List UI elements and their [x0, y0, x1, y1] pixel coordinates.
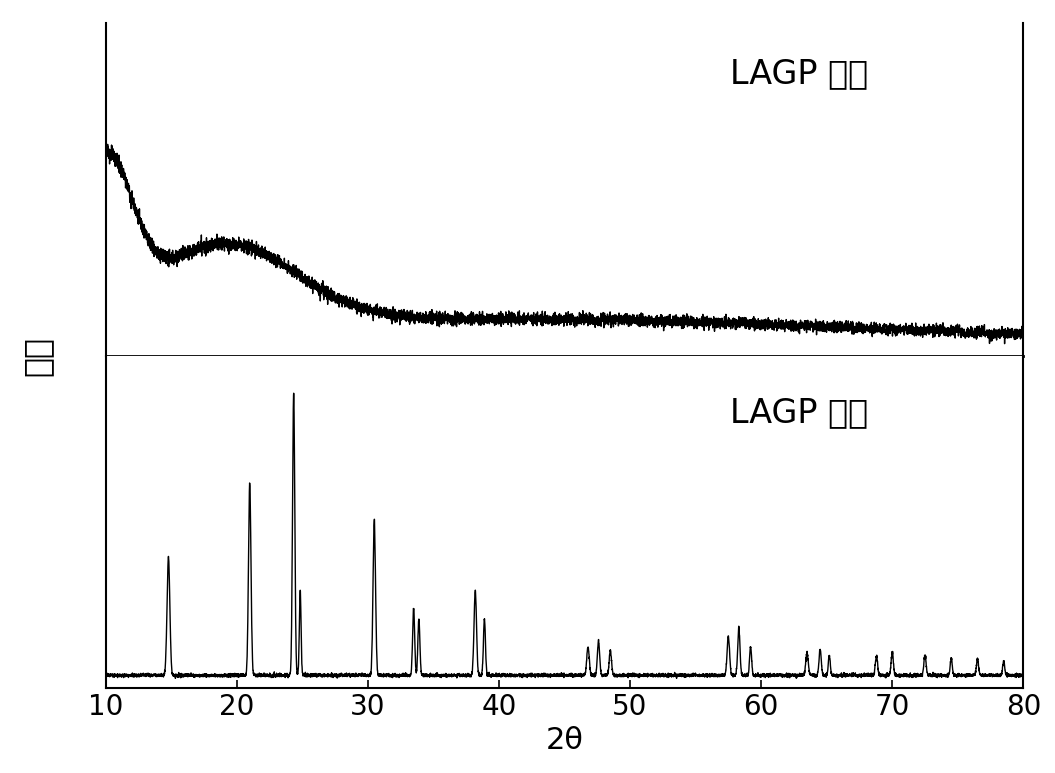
- Text: LAGP 陶瓷: LAGP 陶瓷: [730, 396, 868, 429]
- X-axis label: 2θ: 2θ: [545, 727, 583, 755]
- Text: LAGP 非晶: LAGP 非晶: [730, 57, 868, 90]
- Text: 强度: 强度: [20, 335, 54, 376]
